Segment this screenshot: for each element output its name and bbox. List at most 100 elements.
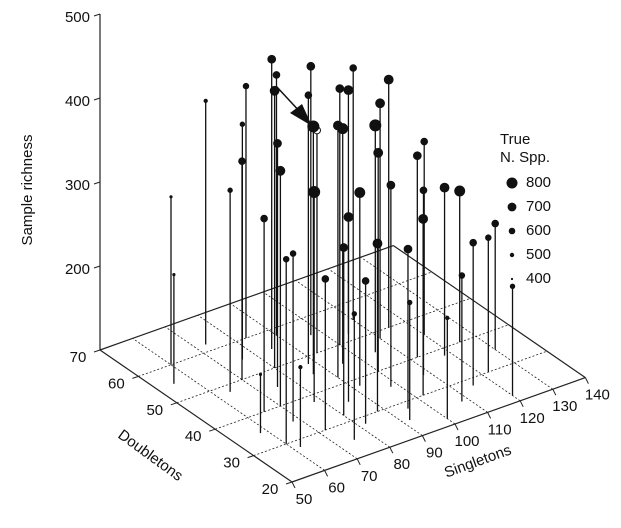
- legend-marker: [508, 227, 516, 235]
- y-tick-label: 60: [108, 375, 125, 392]
- x-tick: [389, 446, 394, 454]
- y-tick: [93, 349, 101, 353]
- point: [169, 195, 173, 199]
- x-tick: [421, 435, 426, 442]
- z-tick-label: 300: [65, 177, 90, 194]
- point: [403, 244, 413, 254]
- legend-marker: [506, 177, 518, 189]
- y-tick-label: 50: [146, 402, 163, 419]
- grid-line: [360, 256, 554, 390]
- grid-line: [295, 280, 488, 413]
- point: [335, 84, 345, 93]
- point: [267, 54, 277, 64]
- point: [439, 182, 450, 193]
- legend-marker: [509, 252, 515, 258]
- point: [351, 311, 357, 317]
- point: [339, 243, 349, 252]
- point: [419, 186, 428, 195]
- grid-line: [215, 324, 509, 430]
- point: [172, 273, 176, 277]
- legend-marker: [510, 277, 514, 281]
- grid-line: [197, 314, 391, 448]
- y-tick: [209, 428, 216, 432]
- legend-label: 800: [526, 174, 551, 191]
- y-tick-label: 40: [185, 428, 202, 445]
- point: [203, 98, 208, 103]
- point: [485, 234, 492, 241]
- z-tick-label: 500: [65, 9, 90, 26]
- z-tick: [93, 181, 101, 185]
- point: [272, 71, 281, 79]
- x-tick: [552, 388, 557, 396]
- y-tick: [247, 455, 254, 459]
- x-tick: [454, 423, 459, 431]
- legend-label: 400: [526, 270, 551, 287]
- grid-line: [99, 349, 293, 483]
- y-tick-label: 30: [223, 455, 240, 472]
- point: [343, 212, 354, 222]
- grid-line: [253, 350, 548, 456]
- z-axis-title: Sample richness: [19, 135, 36, 246]
- point: [273, 139, 282, 148]
- z-tick: [93, 13, 101, 17]
- point: [407, 299, 413, 306]
- grid-line: [132, 338, 325, 471]
- point: [420, 137, 429, 146]
- point: [289, 250, 297, 257]
- x-tick-label: 140: [585, 387, 610, 404]
- x-tick: [519, 400, 524, 408]
- legend-label: 600: [526, 222, 551, 239]
- point: [307, 120, 320, 133]
- x-tick: [584, 377, 589, 384]
- y-tick: [170, 402, 177, 406]
- grid-line: [230, 303, 423, 436]
- point: [386, 180, 396, 190]
- x-tick: [291, 481, 296, 489]
- point: [343, 85, 354, 96]
- legend-marker: [507, 202, 517, 212]
- point: [361, 277, 370, 285]
- arrow-head: [290, 104, 312, 126]
- point: [375, 98, 385, 109]
- x-tick-label: 110: [488, 421, 512, 438]
- point: [458, 272, 466, 279]
- point: [412, 151, 422, 161]
- point: [242, 82, 250, 90]
- y-tick-label: 70: [70, 349, 87, 366]
- arrow: [275, 85, 312, 126]
- grid-line: [138, 271, 432, 377]
- point: [349, 64, 358, 72]
- y-tick-label: 20: [262, 481, 279, 498]
- point: [282, 255, 290, 263]
- y-axis-title: Doubletons: [115, 426, 186, 484]
- grid-line: [291, 377, 586, 483]
- point: [383, 74, 394, 85]
- x-tick-label: 100: [454, 433, 479, 450]
- x-tick: [356, 458, 361, 466]
- grid-line: [176, 298, 471, 404]
- grid-line: [393, 245, 586, 379]
- point: [238, 157, 246, 165]
- point: [239, 121, 246, 127]
- point: [509, 283, 516, 290]
- legend-label: 700: [526, 198, 551, 215]
- x-tick: [487, 412, 492, 419]
- point: [258, 372, 263, 376]
- grid-line: [262, 291, 456, 425]
- z-tick: [93, 97, 101, 101]
- point: [304, 91, 313, 99]
- x-tick-label: 130: [552, 398, 577, 415]
- z-tick-label: 200: [65, 261, 90, 278]
- grid-line: [99, 245, 394, 351]
- x-tick: [324, 470, 329, 477]
- point: [260, 214, 268, 223]
- point: [298, 365, 303, 370]
- x-tick-label: 80: [393, 456, 410, 473]
- legend-title: True: [500, 131, 530, 148]
- point: [306, 61, 316, 71]
- point: [445, 315, 450, 321]
- z-tick: [93, 265, 101, 269]
- point: [354, 187, 366, 199]
- x-tick-label: 90: [426, 445, 443, 462]
- point: [369, 119, 382, 132]
